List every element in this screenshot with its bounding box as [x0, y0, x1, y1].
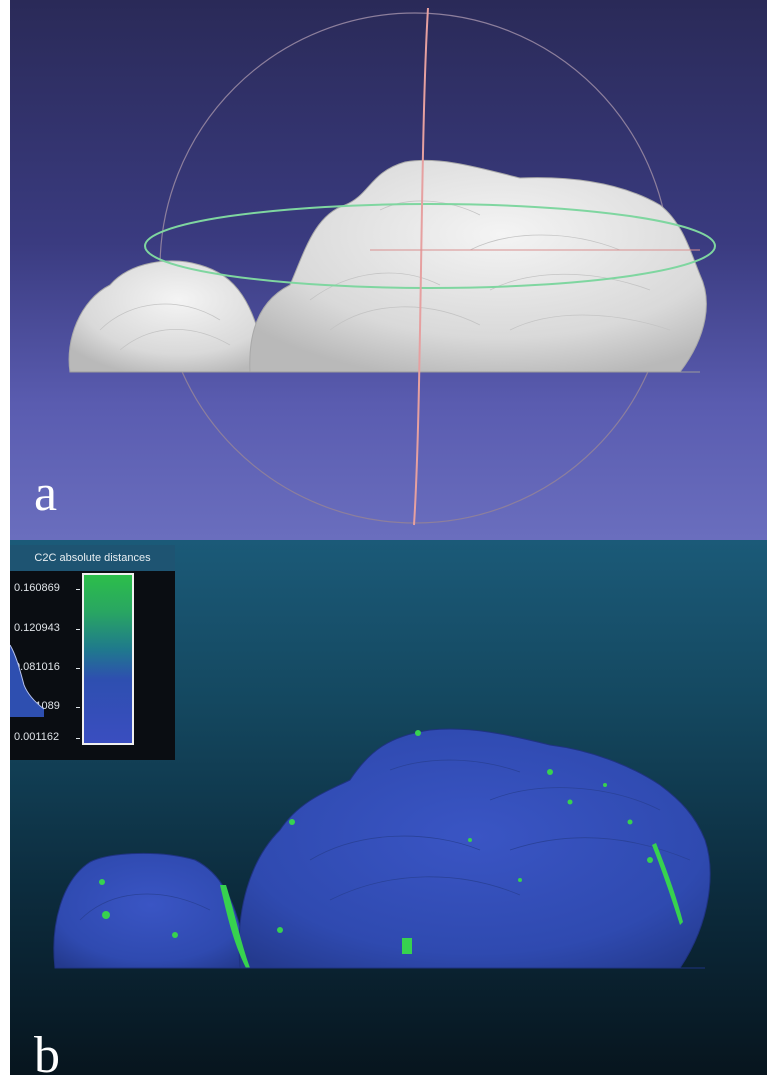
- scale-tick-label: 0.081016: [10, 661, 82, 673]
- distance-map-main-body: [238, 728, 711, 969]
- scale-tick-label: 0.001162: [10, 731, 82, 743]
- color-scale-bar: [82, 573, 134, 745]
- panel-label-a: a: [34, 465, 58, 522]
- mesh-left-lobe: [68, 260, 269, 373]
- color-scale-legend: C2C absolute distances 0.160869 0.120943…: [10, 545, 175, 760]
- trackball-red-ring: [413, 7, 429, 526]
- scale-tick-label: 0.120943: [10, 622, 82, 634]
- color-scale-title: C2C absolute distances: [10, 545, 175, 571]
- high-distance-spots: [99, 730, 683, 968]
- mesh-contours: [99, 200, 671, 351]
- panel-a-viewport[interactable]: a: [10, 0, 767, 540]
- scale-tick-label: 0.160869: [10, 582, 82, 594]
- mesh-view-b: [53, 728, 711, 969]
- scale-histogram: [10, 644, 45, 717]
- distance-map-left-lobe: [53, 852, 249, 969]
- trackball-green-ring: [144, 203, 716, 289]
- panel-b-viewport[interactable]: C2C absolute distances 0.160869 0.120943…: [10, 540, 767, 1075]
- mesh-main-body: [249, 159, 707, 373]
- panel-label-b: b: [34, 1027, 60, 1075]
- distance-map-contours: [79, 759, 691, 921]
- mesh-view-a: [68, 7, 716, 526]
